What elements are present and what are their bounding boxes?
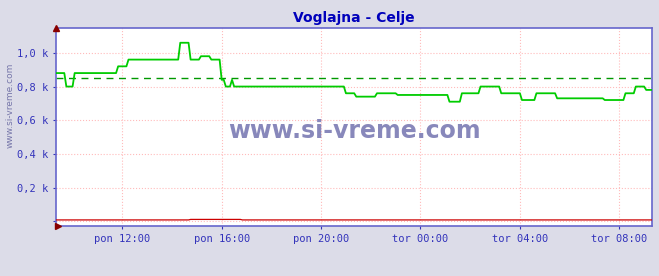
Text: www.si-vreme.com: www.si-vreme.com [228,119,480,143]
Text: www.si-vreme.com: www.si-vreme.com [5,62,14,148]
Title: Voglajna - Celje: Voglajna - Celje [293,11,415,25]
